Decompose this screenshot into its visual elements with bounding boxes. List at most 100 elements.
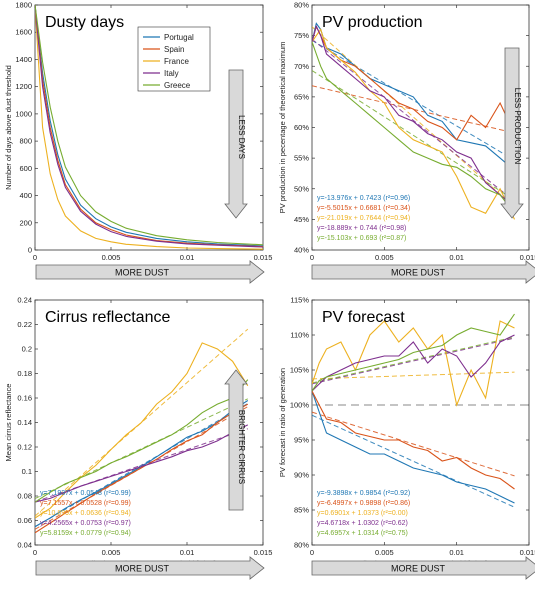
x-tick-label: 0.005 [375, 548, 394, 557]
x-tick-label: 0 [310, 253, 314, 262]
chart-title: Dusty days [45, 14, 124, 31]
arrow-more-dust [35, 260, 265, 284]
fit-equation-text: y=-13.976x + 0.7423 (r²=0.96) [317, 195, 410, 202]
arrow-vertical [224, 369, 248, 511]
arrow-vertical-label: BRIGHTER CIRRUS [237, 410, 246, 484]
arrow-more-dust-label: MORE DUST [391, 268, 446, 278]
y-tick-label: 1000 [15, 109, 32, 118]
legend-label-spain: Spain [164, 45, 184, 54]
arrow-more-dust-label: MORE DUST [391, 564, 446, 574]
arrow-more-dust [311, 556, 535, 580]
series-line-spain [35, 403, 249, 534]
y-tick-label: 85% [294, 506, 309, 515]
y-tick-label: 60% [294, 123, 309, 132]
plot-area [312, 313, 515, 508]
x-tick-label: 0.015 [520, 548, 535, 557]
fit-equation-text: y=-5.5015x + 0.6681 (r²=0.34) [317, 205, 410, 212]
fit-equation-text: y=-15.103x + 0.693 (r²=0.87) [317, 235, 406, 242]
y-tick-label: 1400 [15, 55, 32, 64]
arrow-more-dust-label: MORE DUST [115, 564, 170, 574]
fit-equation-text: y=5.8159x + 0.0779 (r²=0.94) [40, 530, 131, 537]
fit-equation-text: y=7.1937x + 0.0548 (r²=0.99) [40, 490, 131, 497]
y-tick-label: 0.06 [17, 516, 32, 525]
fit-line-greece [312, 70, 515, 201]
fit-line-spain [312, 85, 515, 134]
y-tick-label: 80% [294, 541, 309, 550]
y-tick-label: 45% [294, 215, 309, 224]
y-tick-label: 0.2 [22, 345, 32, 354]
chart-title: PV production [322, 14, 423, 31]
fit-equation-text: y=7.1557x + 0.0528 (r²=0.99) [40, 500, 131, 507]
y-tick-label: 0.24 [17, 296, 32, 305]
fit-line-france [35, 328, 249, 517]
series-line-greece [35, 379, 249, 503]
fit-line-france [312, 371, 515, 380]
y-tick-label: 115% [290, 296, 309, 305]
series-line-italy [35, 5, 263, 248]
x-tick-label: 0 [33, 253, 37, 262]
x-tick-label: 0.015 [520, 253, 535, 262]
series-line-greece [35, 5, 263, 246]
series-line-france [35, 5, 263, 250]
fit-line-portugal [312, 414, 515, 508]
fit-line-greece [312, 336, 515, 384]
fit-equation-text: y=4.6957x + 1.0314 (r²=0.75) [317, 530, 408, 537]
y-tick-label: 0.1 [22, 467, 32, 476]
y-tick-label: 0.12 [17, 443, 32, 452]
legend-box [137, 26, 211, 92]
arrow-vertical-label: LESS DAYS [237, 115, 246, 159]
series-line-spain [312, 390, 515, 490]
y-axis-label: PV production in pecentage of theoretica… [278, 42, 287, 214]
y-tick-label: 75% [294, 31, 309, 40]
fit-line-greece [35, 398, 249, 500]
y-tick-label: 0 [28, 246, 32, 255]
arrow-more-dust-label: MORE DUST [115, 268, 170, 278]
y-tick-label: 70% [294, 62, 309, 71]
y-axis-label: Mean cirrus reflectance [4, 384, 13, 462]
chart-dusty: 0 0.005 0.01 0.015 0 200 400 600 800 1000 1200 1400… [4, 1, 272, 284]
y-axis-label: PV forecast in ratio of generation [278, 368, 287, 477]
series-line-italy [35, 424, 249, 503]
y-tick-label: 50% [294, 184, 309, 193]
x-tick-label: 0 [310, 548, 314, 557]
x-tick-label: 0.015 [254, 548, 273, 557]
fit-line-italy [312, 337, 515, 385]
fit-equation-text: y=4.6718x + 1.0302 (r²=0.62) [317, 520, 408, 527]
fit-equation-text: y=-21.019x + 0.7644 (r²=0.94) [317, 215, 410, 222]
plot-frame [311, 299, 530, 546]
plot-area [35, 5, 263, 250]
y-tick-label: 65% [294, 92, 309, 101]
y-tick-label: 80% [294, 1, 309, 10]
fit-equation-text: y=4.2565x + 0.0753 (r²=0.97) [40, 520, 131, 527]
series-line-spain [312, 24, 515, 141]
y-tick-label: 400 [19, 191, 32, 200]
legend-label-portugal: Portugal [164, 33, 194, 42]
chart-title: Cirrus reflectance [45, 309, 170, 326]
legend-label-italy: Italy [164, 69, 179, 78]
fit-line-france [312, 26, 515, 208]
y-tick-label: 1200 [15, 82, 32, 91]
y-tick-label: 95% [294, 436, 309, 445]
series-line-spain [35, 5, 263, 248]
y-tick-label: 90% [294, 471, 309, 480]
series-line-portugal [35, 5, 263, 247]
x-tick-label: 0.01 [180, 548, 195, 557]
fit-equation-text: y=0.6901x + 1.0373 (r²=0.00) [317, 510, 408, 517]
fit-equation-text: y=-9.3898x + 0.9854 (r²=0.92) [317, 490, 410, 497]
fit-line-portugal [312, 39, 515, 161]
plot-area [312, 22, 515, 220]
y-axis-label: Number of days above dust threshold [4, 65, 13, 190]
series-line-greece [312, 41, 515, 214]
y-tick-label: 0.22 [17, 320, 32, 329]
arrow-vertical [500, 47, 524, 219]
fit-line-italy [35, 428, 248, 503]
chart-pvfc: 0 0.005 0.01 0.015 80% 85% 90% 95% 100% 105% 110% 1… [278, 296, 535, 580]
y-tick-label: 800 [19, 137, 32, 146]
arrow-more-dust [311, 260, 535, 284]
y-tick-label: 40% [294, 246, 309, 255]
fit-equation-text: y=-6.4997x + 0.9898 (r²=0.86) [317, 500, 410, 507]
chart-cirrus: 0 0.005 0.01 0.015 0.04 0.06 0.08 0.1 0.12 0.14 0.… [4, 296, 272, 580]
x-tick-label: 0 [33, 548, 37, 557]
fit-line-spain [312, 411, 515, 477]
